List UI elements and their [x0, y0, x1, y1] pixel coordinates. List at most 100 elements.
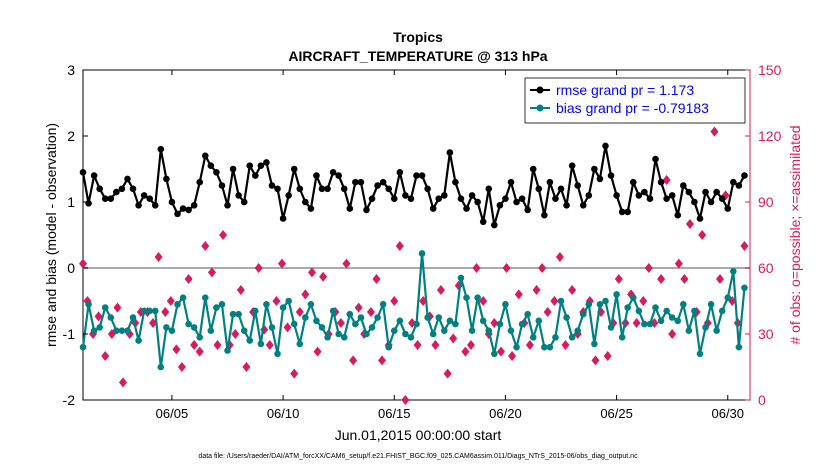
bias-point: [702, 324, 709, 331]
y2-tick-label: 90: [758, 194, 774, 210]
obs-point: [349, 355, 358, 366]
bias-point: [735, 343, 743, 351]
rmse-point: [279, 215, 287, 222]
obs-point: [466, 340, 475, 350]
rmse-point: [646, 195, 654, 202]
bias-point: [313, 317, 320, 325]
y-tick-label: 3: [67, 62, 75, 78]
rmse-point: [407, 195, 415, 202]
bias-point: [285, 297, 292, 305]
rmse-point: [151, 202, 159, 209]
rmse-point: [563, 202, 570, 209]
legend-rmse-label: rmse grand pr = 1.173: [556, 82, 694, 98]
legend-rmse-marker: [536, 86, 544, 94]
bias-point: [379, 301, 387, 308]
rmse-point: [524, 206, 531, 214]
rmse-point: [257, 162, 265, 169]
rmse-point: [474, 198, 481, 206]
bias-point: [691, 307, 698, 315]
rmse-point: [413, 172, 420, 179]
rmse-point: [574, 182, 581, 189]
rmse-point: [290, 165, 298, 173]
bias-point: [352, 320, 359, 328]
bias-point: [368, 324, 376, 331]
obs-point: [538, 263, 547, 273]
legend-box: [524, 77, 746, 124]
obs-point: [685, 219, 694, 229]
bias-point: [385, 343, 393, 351]
bias-point: [668, 314, 676, 321]
bias-point: [113, 327, 120, 335]
bias-point: [479, 317, 487, 325]
bias-point: [657, 317, 665, 325]
bias-point: [151, 307, 159, 315]
rmse-point: [163, 175, 170, 183]
rmse-point: [496, 202, 504, 209]
bias-point: [440, 327, 448, 335]
bias-point: [302, 314, 309, 321]
rmse-point: [90, 172, 98, 179]
bias-point: [174, 301, 181, 308]
rmse-point: [613, 192, 620, 199]
legend-bias-marker: [536, 104, 544, 112]
rmse-point: [607, 172, 615, 179]
obs-point: [514, 289, 523, 300]
bias-point: [724, 294, 732, 302]
rmse-point: [635, 192, 643, 199]
rmse-point: [591, 165, 598, 173]
obs-point: [436, 285, 445, 295]
rmse-point: [507, 178, 515, 186]
rmse-point: [440, 192, 448, 199]
bias-point: [579, 310, 587, 318]
rmse-point: [174, 210, 181, 218]
obs-point: [591, 355, 600, 366]
obs-point: [561, 340, 570, 350]
bias-point: [552, 334, 559, 341]
obs-point: [502, 263, 511, 273]
rmse-point: [263, 159, 270, 166]
bias-point: [257, 340, 265, 348]
bias-point: [618, 334, 626, 341]
bias-point: [491, 350, 498, 358]
rmse-point: [691, 198, 698, 206]
bias-point: [591, 340, 598, 348]
obs-point: [79, 258, 87, 269]
rmse-point: [274, 185, 281, 193]
obs-point: [668, 329, 677, 339]
bias-point: [707, 301, 715, 308]
obs-point: [461, 346, 470, 357]
obs-point: [366, 307, 375, 317]
bias-point: [507, 327, 515, 335]
rmse-point: [641, 188, 648, 196]
bias-point: [468, 327, 476, 335]
rmse-point: [424, 185, 431, 193]
legend: rmse grand pr = 1.173 bias grand pr = -0…: [524, 77, 746, 124]
rmse-point: [435, 195, 443, 202]
rmse-point: [685, 188, 693, 196]
bias-point: [730, 268, 737, 275]
y-tick-label: -2: [63, 392, 76, 408]
bias-point: [107, 314, 115, 321]
obs-point: [295, 307, 304, 317]
rmse-point: [702, 188, 709, 196]
bias-point: [124, 327, 131, 335]
obs-point: [674, 258, 683, 269]
obs-point: [172, 344, 181, 355]
obs-point: [443, 368, 452, 379]
bias-point: [85, 301, 92, 308]
rmse-point: [157, 145, 165, 153]
rmse-point: [680, 182, 687, 189]
bias-point: [307, 301, 315, 308]
obs-point: [479, 296, 488, 306]
obs-point: [149, 318, 158, 328]
x-tick-label: 06/25: [600, 406, 633, 421]
rmse-point: [185, 206, 192, 214]
bias-point: [696, 350, 704, 358]
bias-point: [213, 304, 220, 311]
bias-point: [196, 334, 204, 341]
bias-line: [81, 253, 746, 368]
y-tick-label: -1: [63, 326, 76, 342]
rmse-point: [557, 185, 565, 193]
obs-point: [236, 285, 245, 295]
obs-point: [154, 252, 163, 262]
